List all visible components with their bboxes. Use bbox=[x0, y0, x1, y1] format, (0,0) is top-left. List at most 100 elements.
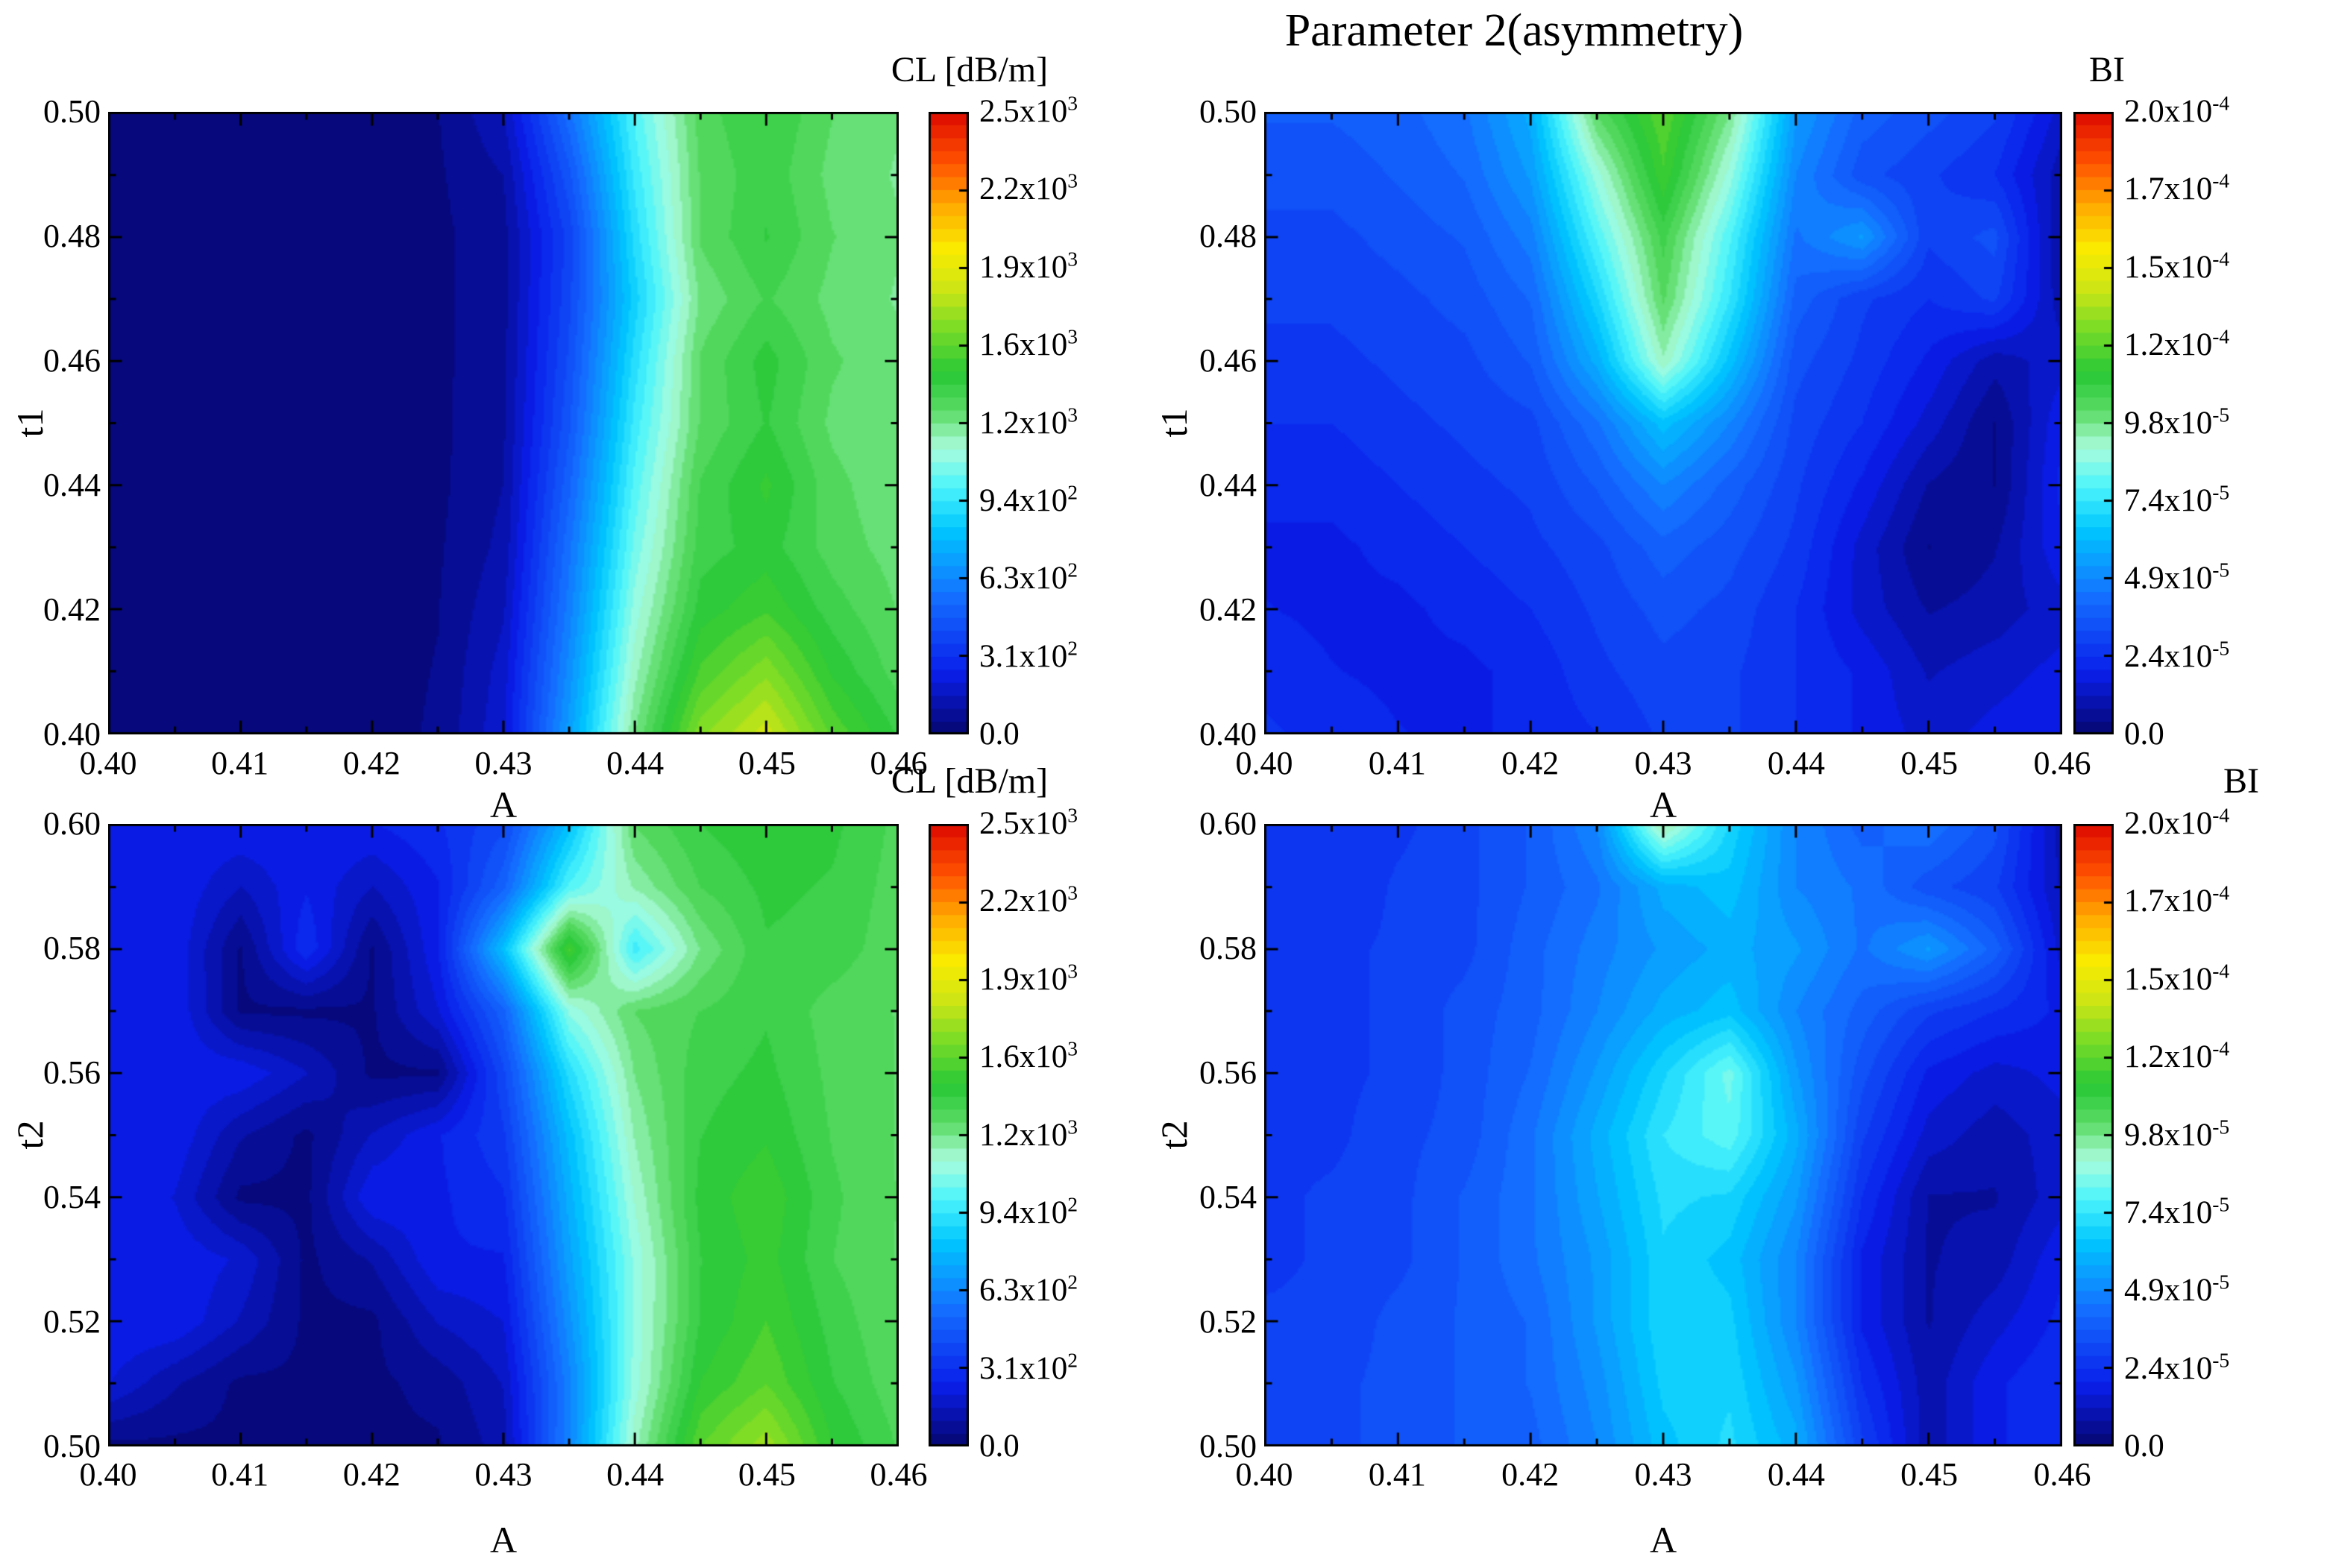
y-tick-label: 0.54 bbox=[1199, 1179, 1257, 1215]
x-axis-title-top-left: A bbox=[489, 784, 518, 825]
colorbar-tick-label: 2.4x10-5 bbox=[2124, 636, 2230, 674]
x-tick-label: 0.44 bbox=[1767, 1456, 1825, 1493]
heatmap-cl-t2-canvas bbox=[108, 824, 899, 1446]
x-tick-label: 0.45 bbox=[1900, 745, 1959, 781]
y-tick-label: 0.52 bbox=[1199, 1303, 1257, 1340]
x-tick-label: 0.44 bbox=[1767, 745, 1825, 781]
colorbar-tick-label: 1.7x10-4 bbox=[2124, 169, 2230, 207]
x-tick-label: 0.43 bbox=[474, 1456, 533, 1493]
x-tick-label: 0.43 bbox=[474, 745, 533, 781]
y-tick-label: 0.50 bbox=[1199, 93, 1257, 130]
colorbar-tick-label: 6.3x102 bbox=[979, 558, 1078, 596]
y-axis-title-t1-right: t1 bbox=[1153, 408, 1195, 438]
colorbar-title-cl-top: CL [dB/m] bbox=[891, 50, 1049, 89]
x-tick-label: 0.40 bbox=[1235, 1456, 1293, 1493]
colorbar-bi-bottom bbox=[2073, 824, 2114, 1446]
x-tick-label: 0.46 bbox=[2033, 745, 2091, 781]
y-tick-label: 0.44 bbox=[1199, 467, 1257, 503]
colorbar-tick-label: 7.4x10-5 bbox=[2124, 1192, 2230, 1230]
y-tick-label: 0.48 bbox=[1199, 218, 1257, 254]
x-tick-label: 0.41 bbox=[1368, 1456, 1426, 1493]
y-tick-label: 0.50 bbox=[43, 93, 101, 130]
y-tick-label: 0.46 bbox=[1199, 342, 1257, 379]
colorbar-tick-label: 0.0 bbox=[2124, 717, 2164, 752]
colorbar-bi-top bbox=[2073, 112, 2114, 734]
colorbar-tick-label: 2.5x103 bbox=[979, 803, 1078, 841]
heatmap-cl-t1-canvas bbox=[108, 112, 899, 734]
colorbar-tick-label: 2.4x10-5 bbox=[2124, 1348, 2230, 1386]
x-tick-label: 0.45 bbox=[738, 745, 796, 781]
y-tick-label: 0.56 bbox=[43, 1054, 101, 1091]
y-tick-label: 0.60 bbox=[1199, 805, 1257, 842]
colorbar-tick-label: 1.9x103 bbox=[979, 247, 1078, 285]
figure-title: Parameter 2(asymmetry) bbox=[1284, 5, 1744, 56]
x-axis-title-bottom-left: A bbox=[489, 1519, 518, 1561]
x-tick-label: 0.41 bbox=[211, 745, 269, 781]
x-tick-label: 0.43 bbox=[1634, 745, 1692, 781]
x-tick-label: 0.42 bbox=[342, 1456, 401, 1493]
colorbar-cl-top bbox=[929, 112, 969, 734]
y-tick-label: 0.52 bbox=[43, 1303, 101, 1340]
x-tick-label: 0.44 bbox=[606, 1456, 665, 1493]
x-tick-label: 0.42 bbox=[1501, 745, 1560, 781]
x-tick-label: 0.44 bbox=[606, 745, 665, 781]
colorbar-tick-label: 1.6x103 bbox=[979, 1036, 1078, 1075]
y-tick-label: 0.44 bbox=[43, 467, 101, 503]
x-axis-title-bottom-right: A bbox=[1649, 1519, 1677, 1561]
colorbar-tick-label: 0.0 bbox=[979, 1429, 1020, 1464]
colorbar-tick-label: 9.4x102 bbox=[979, 1192, 1078, 1230]
y-axis-title-t2-left: t2 bbox=[9, 1120, 51, 1150]
x-tick-label: 0.40 bbox=[79, 1456, 137, 1493]
colorbar-tick-label: 1.5x10-4 bbox=[2124, 959, 2230, 997]
colorbar-tick-label: 3.1x102 bbox=[979, 1348, 1078, 1386]
colorbar-cl-bottom bbox=[929, 824, 969, 1446]
colorbar-tick-label: 2.2x103 bbox=[979, 169, 1078, 207]
colorbar-tick-label: 9.8x10-5 bbox=[2124, 1115, 2230, 1153]
x-tick-label: 0.46 bbox=[2033, 1456, 2091, 1493]
colorbar-tick-label: 1.2x103 bbox=[979, 403, 1078, 441]
y-tick-label: 0.56 bbox=[1199, 1054, 1257, 1091]
x-axis-title-top-right: A bbox=[1649, 784, 1677, 825]
x-tick-label: 0.45 bbox=[1900, 1456, 1959, 1493]
colorbar-tick-label: 4.9x10-5 bbox=[2124, 558, 2230, 596]
y-tick-label: 0.58 bbox=[43, 930, 101, 966]
y-axis-title-t1-left: t1 bbox=[9, 408, 51, 438]
colorbar-tick-label: 1.7x10-4 bbox=[2124, 881, 2230, 919]
heatmap-bi-t1-canvas bbox=[1264, 112, 2062, 734]
x-tick-label: 0.46 bbox=[870, 745, 928, 781]
colorbar-tick-label: 1.6x103 bbox=[979, 324, 1078, 363]
colorbar-tick-label: 3.1x102 bbox=[979, 636, 1078, 674]
y-tick-label: 0.46 bbox=[43, 342, 101, 379]
x-tick-label: 0.40 bbox=[1235, 745, 1293, 781]
y-tick-label: 0.50 bbox=[1199, 1428, 1257, 1464]
colorbar-tick-label: 1.2x10-4 bbox=[2124, 324, 2230, 363]
y-tick-label: 0.60 bbox=[43, 805, 101, 842]
heatmap-bi-t2-canvas bbox=[1264, 824, 2062, 1446]
colorbar-tick-label: 1.9x103 bbox=[979, 959, 1078, 997]
x-tick-label: 0.41 bbox=[211, 1456, 269, 1493]
colorbar-tick-label: 0.0 bbox=[2124, 1429, 2164, 1464]
y-tick-label: 0.42 bbox=[1199, 591, 1257, 628]
y-tick-label: 0.42 bbox=[43, 591, 101, 628]
x-tick-label: 0.41 bbox=[1368, 745, 1426, 781]
y-tick-label: 0.54 bbox=[43, 1179, 101, 1215]
x-tick-label: 0.42 bbox=[342, 745, 401, 781]
colorbar-tick-label: 9.8x10-5 bbox=[2124, 403, 2230, 441]
x-tick-label: 0.40 bbox=[79, 745, 137, 781]
colorbar-tick-label: 4.9x10-5 bbox=[2124, 1270, 2230, 1309]
colorbar-tick-label: 2.2x103 bbox=[979, 881, 1078, 919]
colorbar-tick-label: 2.0x10-4 bbox=[2124, 91, 2230, 129]
x-tick-label: 0.42 bbox=[1501, 1456, 1560, 1493]
colorbar-tick-label: 2.0x10-4 bbox=[2124, 803, 2230, 841]
colorbar-tick-label: 7.4x10-5 bbox=[2124, 480, 2230, 518]
y-axis-title-t2-right: t2 bbox=[1153, 1120, 1195, 1150]
colorbar-tick-label: 9.4x102 bbox=[979, 480, 1078, 518]
colorbar-tick-label: 2.5x103 bbox=[979, 91, 1078, 129]
colorbar-tick-label: 6.3x102 bbox=[979, 1270, 1078, 1309]
colorbar-tick-label: 1.5x10-4 bbox=[2124, 247, 2230, 285]
x-tick-label: 0.43 bbox=[1634, 1456, 1692, 1493]
colorbar-title-bi-bottom: BI bbox=[2223, 761, 2259, 801]
colorbar-title-bi-top: BI bbox=[2089, 50, 2125, 89]
colorbar-tick-label: 1.2x103 bbox=[979, 1115, 1078, 1153]
x-tick-label: 0.46 bbox=[870, 1456, 928, 1493]
